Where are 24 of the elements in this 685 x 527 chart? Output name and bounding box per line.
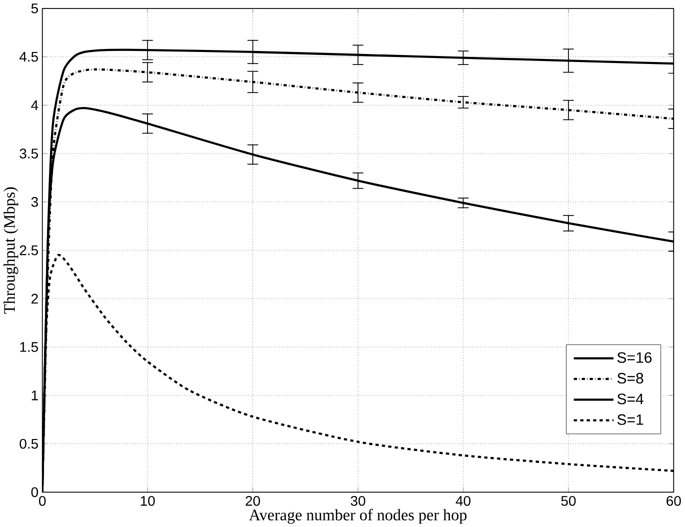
y-tick-label: 3.5: [20, 148, 38, 158]
y-tick-label: 3: [31, 196, 38, 207]
x-axis-title: Average number of nodes per hop: [249, 508, 467, 524]
y-tick-label: 0: [31, 487, 38, 497]
legend-label: S=8: [617, 372, 644, 384]
x-tick-label: 60: [666, 496, 681, 506]
x-tick-label: 40: [456, 496, 470, 506]
y-tick-label: 5: [31, 3, 38, 14]
y-axis-title: Throughput (Mbps): [4, 187, 18, 314]
y-tick-label: 1: [32, 390, 38, 400]
legend-label: S=16: [617, 352, 652, 363]
y-tick-label: 2.5: [20, 245, 38, 256]
x-tick-label: 0: [39, 496, 46, 506]
y-tick-label: 2: [32, 294, 38, 304]
legend-label: S=1: [617, 414, 644, 425]
x-tick-label: 50: [561, 496, 576, 506]
y-tick-label: 0.5: [20, 438, 38, 449]
x-tick-label: 30: [350, 496, 366, 506]
y-tick-label: 4.5: [19, 52, 38, 62]
y-tick-label: 4: [31, 100, 38, 110]
x-tick-label: 20: [246, 496, 260, 506]
legend-label: S=4: [617, 393, 644, 404]
y-tick-label: 1.5: [20, 342, 38, 352]
x-tick-label: 10: [140, 496, 155, 506]
